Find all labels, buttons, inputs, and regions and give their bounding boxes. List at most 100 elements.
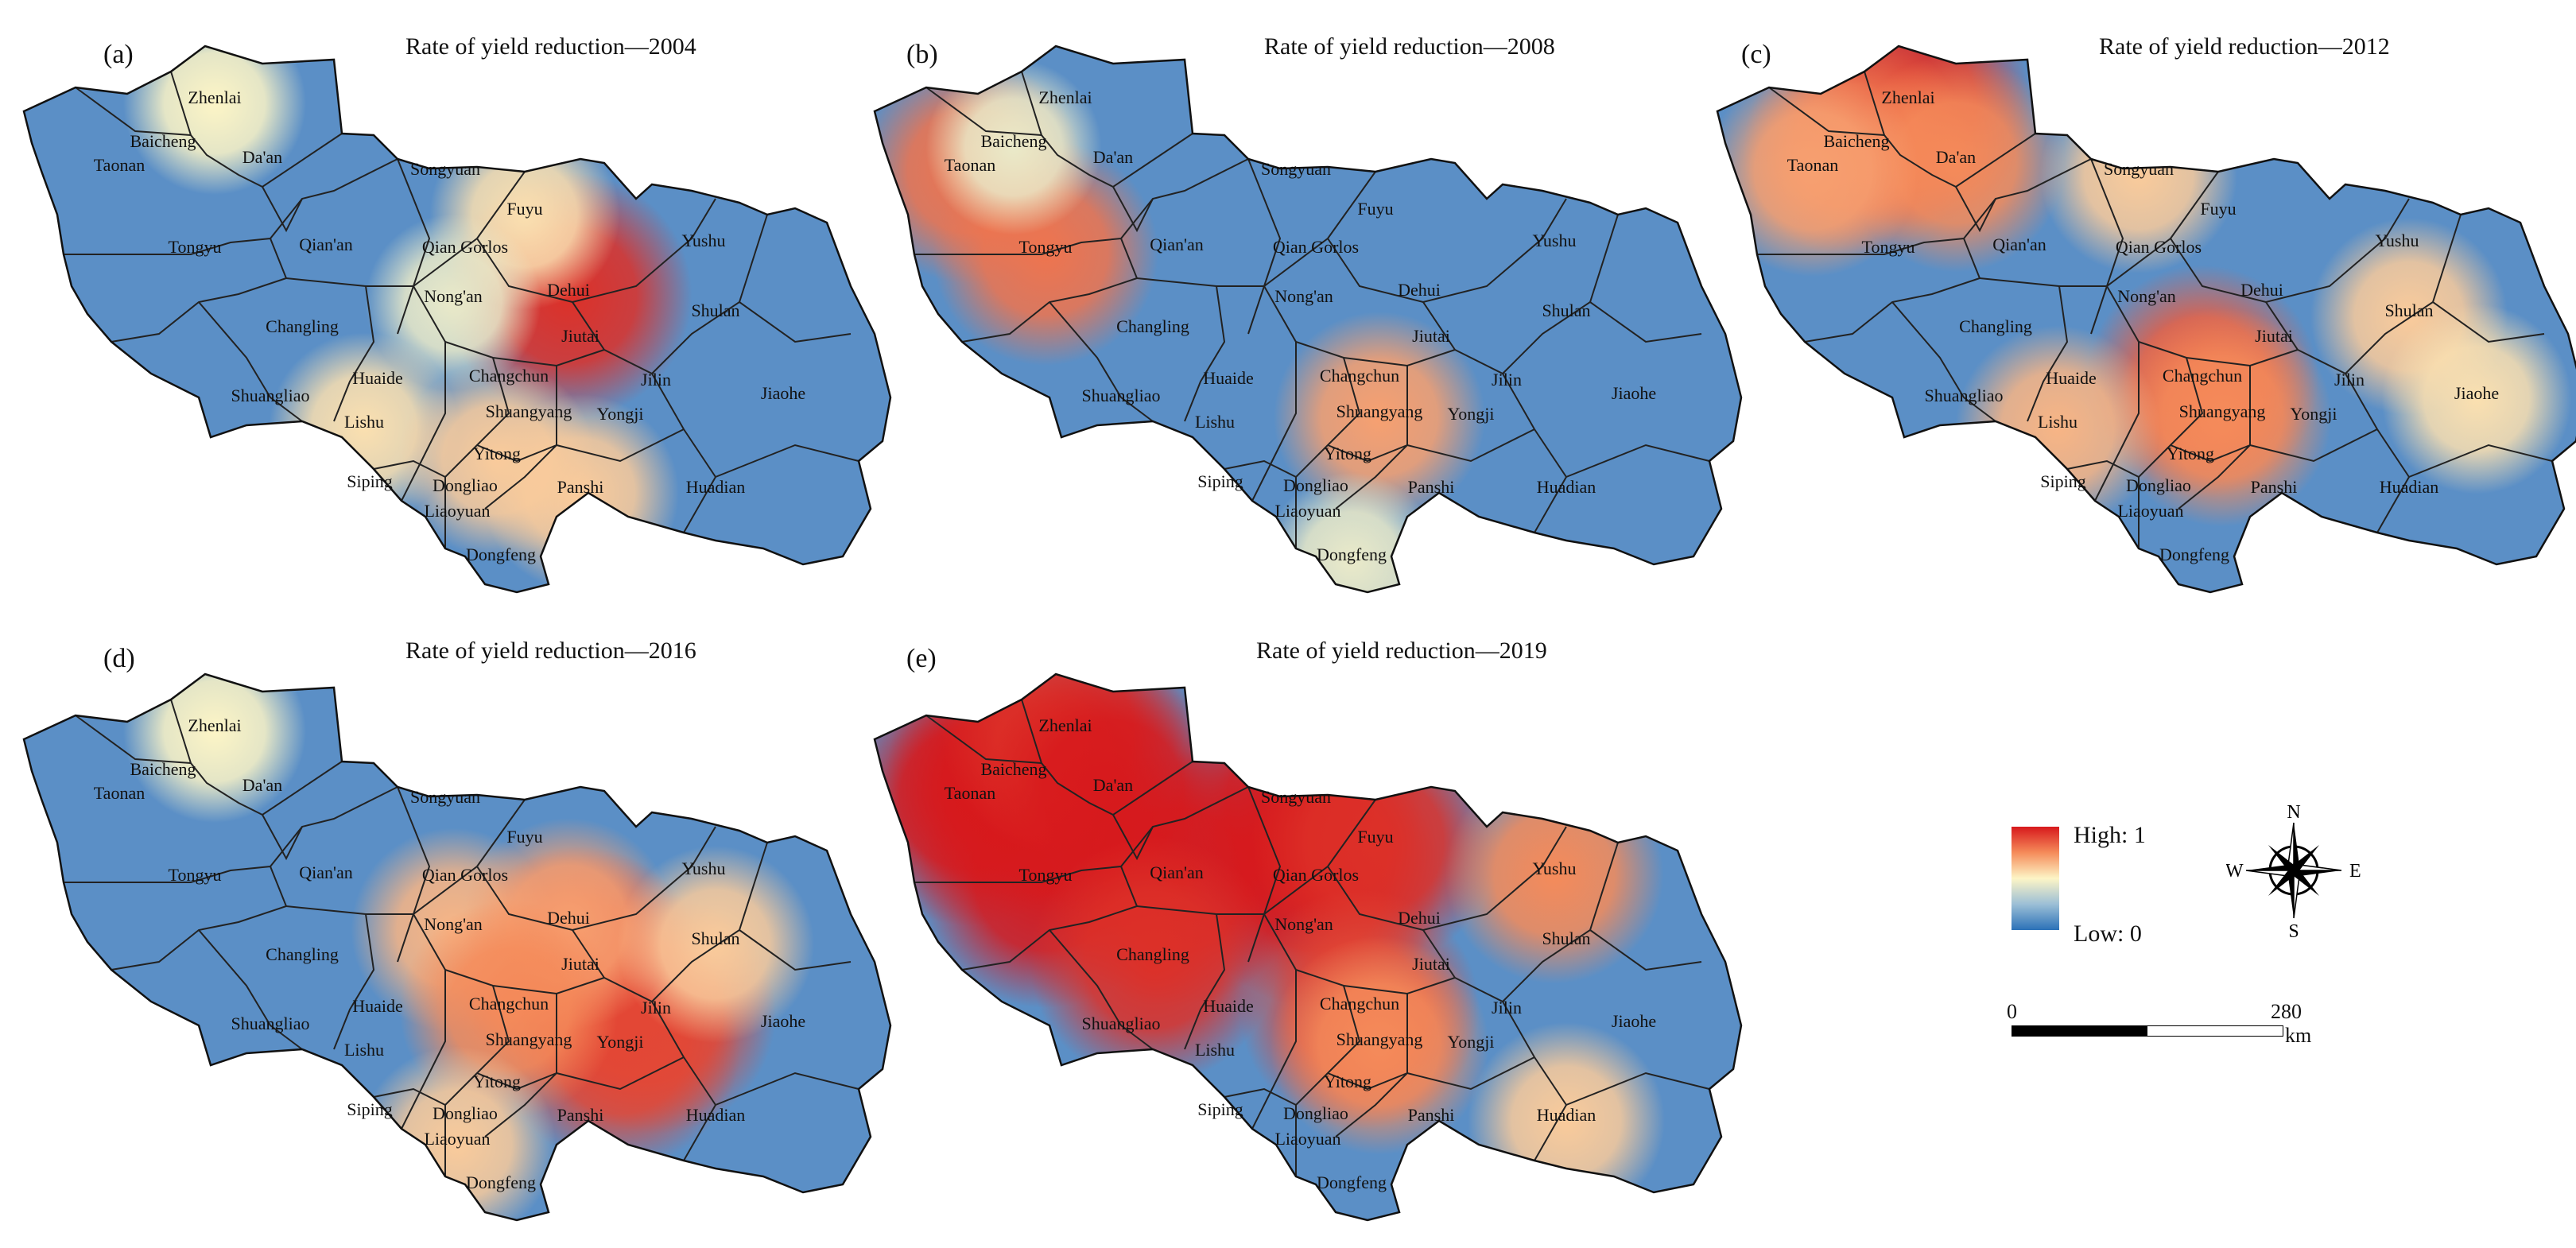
place-label: Fuyu xyxy=(506,827,542,847)
county-border xyxy=(1589,929,1702,971)
place-label: Yushu xyxy=(681,858,725,878)
county-border xyxy=(2170,444,2251,463)
county-border xyxy=(373,459,446,478)
place-label: Nong'an xyxy=(424,286,483,306)
place-label: Dongfeng xyxy=(1317,545,1387,564)
place-label: Tongyu xyxy=(169,865,222,885)
heat-map-2004: Zhenlai Baicheng Taonan Da'an Songyuan Fuyu Yu… xyxy=(22,45,892,594)
county-border xyxy=(572,214,768,375)
place-label: Qian'an xyxy=(1992,234,2046,254)
county-border xyxy=(2094,342,2140,502)
place-label: Nong'an xyxy=(424,914,483,934)
scale-segment-white xyxy=(2147,1025,2283,1037)
place-label: Shuangyang xyxy=(1336,1029,1423,1049)
place-label: Liaoyuan xyxy=(424,1129,490,1149)
place-label: Jiaohe xyxy=(761,383,805,403)
hotspot-baicheng xyxy=(925,59,1102,235)
place-label: Jiutai xyxy=(561,954,599,974)
place-label: Dehui xyxy=(547,908,590,928)
place-label: Panshi xyxy=(557,1105,604,1125)
county-border xyxy=(1804,238,1981,343)
county-border xyxy=(1327,1072,1408,1091)
place-label: Changling xyxy=(1116,316,1189,336)
place-label: Yitong xyxy=(473,444,521,463)
legend-high-label: High: 1 xyxy=(2074,822,2146,848)
county-border xyxy=(1021,71,1193,188)
county-border xyxy=(397,158,431,335)
place-label: Songyuan xyxy=(2104,159,2174,179)
county-border xyxy=(1021,699,1193,816)
place-label: Shuangliao xyxy=(1082,1014,1161,1033)
place-label: Taonan xyxy=(945,155,995,175)
place-label: Jiaohe xyxy=(2454,383,2499,403)
place-label: Tongyu xyxy=(1862,237,1915,257)
place-label: Lishu xyxy=(1195,412,1235,432)
compass-n: N xyxy=(2287,803,2300,823)
county-border xyxy=(401,970,446,1130)
place-label: Shuangyang xyxy=(2179,401,2266,421)
county-border xyxy=(476,826,716,932)
county-border xyxy=(1049,301,1154,422)
county-border xyxy=(925,715,1042,764)
place-label: Qian'an xyxy=(299,862,353,882)
county-border xyxy=(198,929,303,1050)
county-border xyxy=(1251,970,1297,1130)
place-label: Yitong xyxy=(2167,444,2214,463)
county-border xyxy=(1565,444,1710,478)
panel-title: Rate of yield reduction—2008 xyxy=(1264,33,1555,60)
place-label: Shulan xyxy=(1542,928,1590,948)
place-label: Taonan xyxy=(945,783,995,803)
county-border xyxy=(397,786,431,963)
place-label: Jiutai xyxy=(1412,326,1450,346)
county-border xyxy=(2345,373,2411,533)
place-label: Zhenlai xyxy=(1038,715,1092,735)
place-label: Changling xyxy=(266,316,339,336)
place-label: Zhenlai xyxy=(188,87,241,107)
county-border xyxy=(1422,214,1619,375)
place-label: Yongji xyxy=(1448,1032,1495,1052)
place-label: Dongfeng xyxy=(466,1172,536,1192)
county-border xyxy=(2265,214,2462,375)
county-border xyxy=(1768,87,1885,136)
region-outline xyxy=(873,45,1743,594)
place-label: Taonan xyxy=(94,783,145,803)
place-label: Panshi xyxy=(557,477,604,497)
county-border xyxy=(1589,301,1702,343)
place-label: Dehui xyxy=(1398,280,1441,300)
place-label: Tongyu xyxy=(169,237,222,257)
place-label: Changchun xyxy=(1320,994,1399,1014)
county-border xyxy=(333,913,375,1050)
county-border xyxy=(2170,198,2410,304)
county-border xyxy=(1406,1056,1535,1091)
county-border xyxy=(198,301,303,422)
place-label: Panshi xyxy=(2251,477,2298,497)
place-label: Dehui xyxy=(2240,280,2283,300)
hotspot-shuangyang xyxy=(1274,312,1485,523)
place-label: Jiutai xyxy=(2255,326,2293,346)
place-label: Da'an xyxy=(242,775,282,795)
county-border xyxy=(1049,929,1154,1050)
map-legend: High: 1 Low: 0 N S E W 0 280 km xyxy=(2007,803,2457,1047)
county-border xyxy=(1502,373,1568,533)
place-label: Dongliao xyxy=(433,1103,498,1123)
county-border xyxy=(262,186,303,233)
place-label: Qian Gorlos xyxy=(1273,237,1359,257)
place-label: Shuangliao xyxy=(231,1014,310,1033)
county-border xyxy=(1335,994,1408,1138)
place-label: Dongliao xyxy=(1283,1103,1348,1123)
place-label: Shuangyang xyxy=(1336,401,1423,421)
scale-start-label: 0 xyxy=(2007,1000,2017,1023)
place-label: Siping xyxy=(347,1099,392,1119)
place-label: Liaoyuan xyxy=(1274,1129,1340,1149)
county-border xyxy=(476,444,557,463)
place-label: Huadian xyxy=(686,1105,746,1125)
county-border xyxy=(739,929,852,971)
scale-unit-label: km xyxy=(2285,1024,2312,1047)
place-label: Songyuan xyxy=(1261,787,1331,807)
place-label: Nong'an xyxy=(1274,286,1333,306)
place-label: Shulan xyxy=(2384,300,2433,320)
hotspot-dongfeng xyxy=(1263,472,1440,592)
compass-rose-icon xyxy=(2245,822,2342,919)
place-label: Jilin xyxy=(641,998,671,1017)
place-label: Huaide xyxy=(352,368,403,388)
